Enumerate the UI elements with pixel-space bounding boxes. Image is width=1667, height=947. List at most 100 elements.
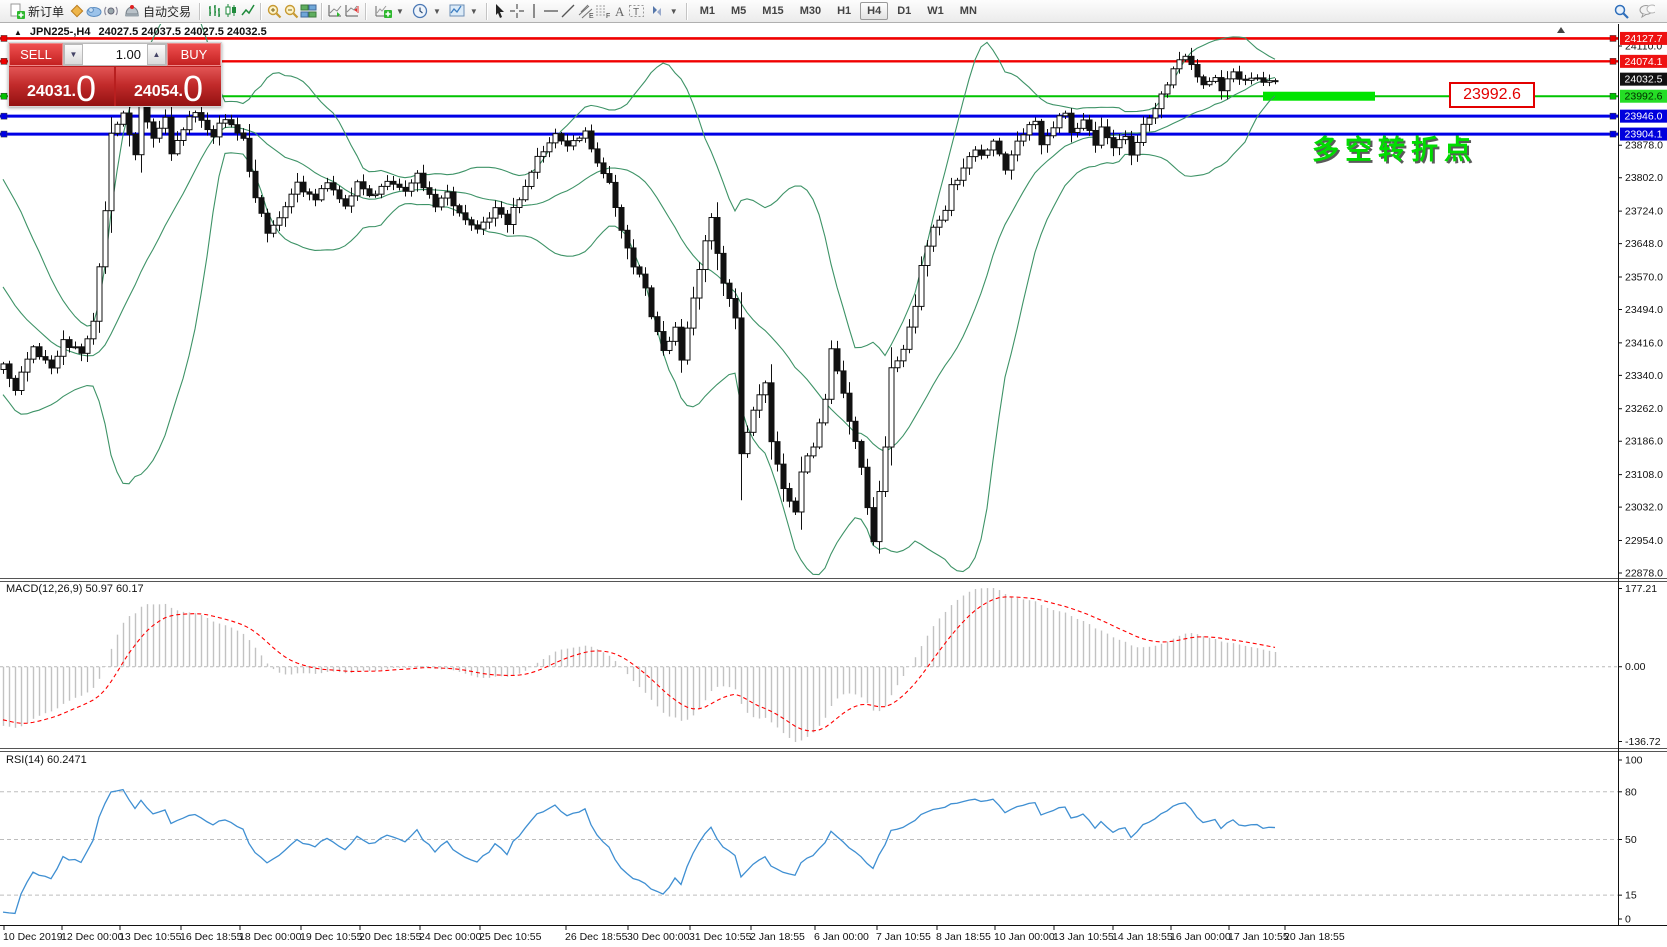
new-order-label: 新订单 bbox=[28, 4, 65, 19]
timeframe-H1[interactable]: H1 bbox=[837, 5, 852, 17]
time-tick-label: 6 Jan 00:00 bbox=[814, 931, 869, 943]
time-tick-label: 17 Jan 10:55 bbox=[1228, 931, 1289, 943]
toolbar-separator bbox=[199, 2, 202, 20]
line-chart-type-icon[interactable] bbox=[239, 3, 256, 20]
rsi-line bbox=[2, 788, 1276, 915]
periods-button[interactable]: ▼ bbox=[408, 0, 445, 22]
new-order-icon bbox=[8, 3, 25, 20]
bar-chart-type-icon[interactable] bbox=[205, 3, 222, 20]
time-tick-label: 26 Dec 18:55 bbox=[565, 931, 628, 943]
zoom-out-icon[interactable] bbox=[283, 3, 300, 20]
dropdown-caret-icon: ▼ bbox=[669, 6, 678, 16]
time-tick-label: 13 Jan 10:55 bbox=[1053, 931, 1114, 943]
price-tick-label: 23494.0 bbox=[1625, 304, 1663, 316]
new-order-button[interactable]: 新订单 bbox=[4, 0, 68, 22]
macd-histogram bbox=[2, 588, 1277, 742]
collapse-panel-arrow-icon[interactable]: ▲ bbox=[14, 27, 22, 37]
volume-stepper: ▼ 1.00 ▲ bbox=[63, 43, 167, 66]
auto-trading-icon bbox=[123, 3, 140, 20]
buy-price-dot: . bbox=[178, 83, 183, 100]
time-tick-label: 16 Jan 00:00 bbox=[1170, 931, 1231, 943]
macd-scale[interactable]: 177.21 0.00 -136.72 bbox=[1618, 583, 1661, 748]
price-tick-label: 23032.0 bbox=[1625, 502, 1663, 514]
volume-increase-button[interactable]: ▲ bbox=[147, 44, 166, 65]
volume-decrease-button[interactable]: ▼ bbox=[64, 44, 83, 65]
line-anchors[interactable] bbox=[0, 35, 1617, 138]
arrows-tool-icon bbox=[649, 3, 666, 20]
auto-scroll-icon[interactable] bbox=[327, 3, 344, 20]
time-tick-label: 20 Dec 18:55 bbox=[359, 931, 422, 943]
auto-trading-button[interactable]: 自动交易 bbox=[119, 0, 195, 22]
buy-price-button[interactable]: 24054. 0 bbox=[116, 67, 221, 107]
candlestick-type-icon[interactable] bbox=[222, 3, 239, 20]
time-tick-label: 12 Dec 00:00 bbox=[61, 931, 124, 943]
chart-shift-icon[interactable] bbox=[344, 3, 361, 20]
timeframe-M30[interactable]: M30 bbox=[799, 5, 822, 17]
vertical-line-tool-icon[interactable] bbox=[526, 3, 543, 20]
sell-button[interactable]: SELL bbox=[9, 43, 63, 66]
rsi-scale-label: 80 bbox=[1625, 786, 1637, 798]
price-tick-label: 23108.0 bbox=[1625, 469, 1663, 481]
trendline-tool-icon[interactable] bbox=[560, 3, 577, 20]
text-label-tool-icon[interactable]: T bbox=[628, 3, 645, 20]
chat-icon[interactable] bbox=[1638, 3, 1655, 20]
search-icon[interactable] bbox=[1613, 3, 1630, 20]
zoom-in-icon[interactable] bbox=[266, 3, 283, 20]
timeframe-M15[interactable]: M15 bbox=[762, 5, 784, 17]
svg-text:T: T bbox=[633, 7, 639, 18]
macd-scale-label: 0.00 bbox=[1625, 661, 1646, 673]
timeframe-MN[interactable]: MN bbox=[959, 5, 977, 17]
time-tick-label: 19 Dec 10:55 bbox=[300, 931, 363, 943]
time-tick-label: 30 Dec 00:00 bbox=[627, 931, 690, 943]
tile-windows-icon[interactable] bbox=[300, 3, 317, 20]
price-tag-box[interactable]: 23992.6 bbox=[1449, 82, 1535, 108]
price-scale[interactable]: 24110.023878.023802.023724.023648.023570… bbox=[1557, 27, 1667, 579]
trendline-highlight-segment[interactable] bbox=[1263, 91, 1375, 101]
pane-splitters[interactable] bbox=[0, 24, 1667, 926]
arrows-tool-button[interactable]: ▼ bbox=[645, 0, 682, 22]
timeframe-M5[interactable]: M5 bbox=[731, 5, 747, 17]
price-badge: 23992.6 bbox=[1625, 91, 1663, 103]
price-badge: 24074.1 bbox=[1625, 56, 1663, 68]
chart-title-bar[interactable]: ▲ JPN225-,H4 24027.5 24037.5 24027.5 240… bbox=[14, 26, 267, 38]
crosshair-tool-icon[interactable] bbox=[509, 3, 526, 20]
broadcast-icon[interactable] bbox=[102, 3, 119, 20]
timeframe-D1[interactable]: D1 bbox=[897, 5, 912, 17]
time-tick-label: 20 Jan 18:55 bbox=[1284, 931, 1345, 943]
buy-button[interactable]: BUY bbox=[167, 43, 221, 66]
macd-scale-label: -136.72 bbox=[1625, 736, 1661, 748]
add-indicator-icon bbox=[375, 3, 393, 20]
template-icon bbox=[449, 3, 466, 20]
time-tick-label: 10 Jan 00:00 bbox=[994, 931, 1055, 943]
volume-value[interactable]: 1.00 bbox=[115, 47, 141, 62]
timeframe-W1[interactable]: W1 bbox=[927, 5, 944, 17]
rsi-scale-label: 100 bbox=[1625, 755, 1643, 767]
market-watch-icon[interactable] bbox=[68, 3, 85, 20]
add-indicator-button[interactable]: ▼ bbox=[371, 0, 408, 22]
horizontal-lines-layer[interactable] bbox=[0, 37, 1618, 136]
fibonacci-tool-icon[interactable]: F bbox=[594, 3, 611, 20]
horizontal-line-tool-icon[interactable] bbox=[543, 3, 560, 20]
symbol-period-label: JPN225-,H4 bbox=[29, 26, 91, 38]
sell-price-button[interactable]: 24031. 0 bbox=[9, 67, 114, 107]
templates-button[interactable]: ▼ bbox=[445, 0, 482, 22]
sell-price-main: 24031 bbox=[27, 83, 72, 100]
time-tick-label: 31 Dec 10:55 bbox=[689, 931, 752, 943]
rsi-pane bbox=[0, 788, 1618, 915]
price-tick-label: 23262.0 bbox=[1625, 403, 1663, 415]
price-badge: 24127.7 bbox=[1625, 33, 1663, 45]
one-click-trading-panel: SELL ▼ 1.00 ▲ BUY 24031. 0 24054. 0 bbox=[8, 42, 222, 107]
timeframe-M1[interactable]: M1 bbox=[699, 5, 715, 17]
svg-text:A: A bbox=[615, 4, 625, 19]
rsi-scale[interactable]: 100 80 50 15 0 bbox=[1618, 755, 1643, 926]
channel-tool-icon[interactable]: E bbox=[577, 3, 594, 20]
price-tick-label: 23802.0 bbox=[1625, 172, 1663, 184]
rsi-label: RSI(14) 60.2471 bbox=[6, 754, 87, 766]
text-tool-icon[interactable]: A bbox=[611, 3, 628, 20]
timeframe-H4[interactable]: H4 bbox=[860, 2, 889, 20]
navigator-icon[interactable] bbox=[85, 3, 102, 20]
chart-text-annotation[interactable]: 多空转折点 bbox=[1312, 135, 1477, 165]
cursor-tool-icon[interactable] bbox=[492, 3, 509, 20]
